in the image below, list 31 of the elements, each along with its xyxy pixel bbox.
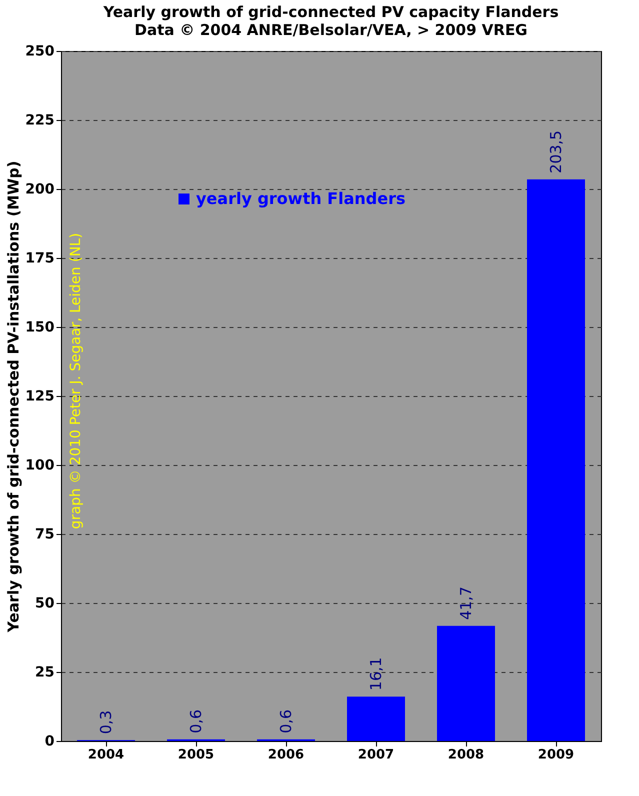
- x-tick-label: 2005: [178, 748, 214, 762]
- y-tick-label: 150: [25, 320, 55, 336]
- y-tick-label: 250: [25, 44, 55, 60]
- bar: [347, 696, 405, 741]
- text: 16,1: [367, 657, 385, 691]
- y-tick-label: 225: [25, 112, 54, 128]
- legend-label: yearly growth Flanders: [196, 189, 406, 208]
- text: 0,3: [97, 710, 115, 734]
- x-tick-label: 2004: [88, 748, 124, 762]
- text: 203,5: [547, 130, 565, 174]
- x-tick-label: 2007: [358, 748, 394, 762]
- y-tick-label: 100: [25, 458, 55, 474]
- x-tick-label: 2008: [448, 748, 484, 762]
- annotation: graph © 2010 Peter J. Segaar, Leiden (NL): [68, 232, 84, 530]
- y-axis-title: Yearly growth of grid-connected PV-installations (MWp): [4, 160, 22, 634]
- chart-subtitle: Data © 2004 ANRE/Belsolar/VEA, > 2009 VREG: [134, 21, 528, 39]
- bar: [437, 626, 495, 741]
- y-tick-label: 0: [44, 734, 55, 750]
- text: 0,6: [187, 709, 205, 734]
- x-tick-label: 2006: [268, 748, 304, 762]
- text: 41,7: [457, 586, 475, 620]
- bar: [527, 179, 585, 741]
- y-tick-label: 75: [35, 526, 54, 542]
- y-tick-label: 50: [35, 596, 55, 612]
- y-tick-label: 125: [25, 388, 54, 404]
- y-tick-label: 25: [35, 664, 54, 680]
- y-tick-label: 175: [25, 250, 54, 266]
- chart-title: Yearly growth of grid-connected PV capacity Flanders: [102, 3, 559, 21]
- text: 0,6: [277, 709, 295, 734]
- y-tick-label: 200: [25, 182, 55, 198]
- x-tick-label: 2009: [538, 748, 574, 762]
